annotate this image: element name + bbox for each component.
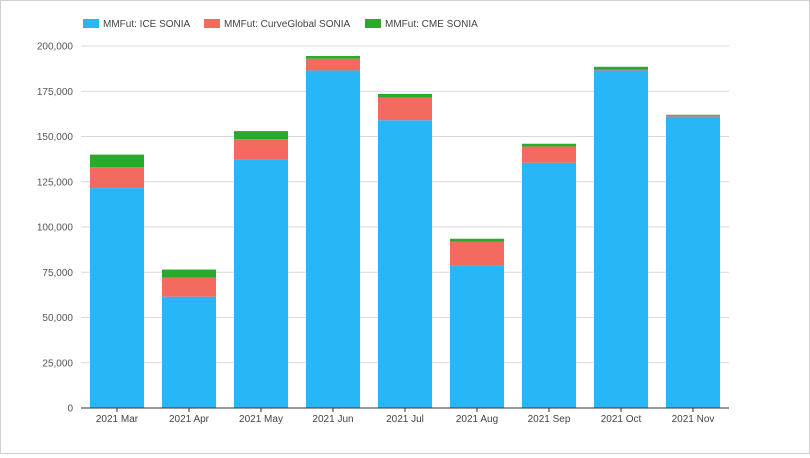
bar-segment-mmfut-ice-sonia-0[interactable] [90,188,144,408]
legend-item-2[interactable]: MMFut: CME SONIA [365,19,478,30]
legend-swatch [204,19,220,28]
bar-segment-mmfut-cme-sonia-3[interactable] [306,55,360,59]
bar-segment-mmfut-curveglobal-sonia-7[interactable] [594,69,648,71]
bar-segment-mmfut-ice-sonia-1[interactable] [162,296,216,408]
bar-segment-mmfut-cme-sonia-0[interactable] [90,154,144,168]
bar-segment-mmfut-curveglobal-sonia-4[interactable] [378,97,432,121]
bar-segment-mmfut-ice-sonia-5[interactable] [450,265,504,408]
bar-segment-mmfut-curveglobal-sonia-3[interactable] [306,58,360,71]
bar-segment-mmfut-cme-sonia-2[interactable] [234,131,288,140]
legend-item-1[interactable]: MMFut: CurveGlobal SONIA [204,19,350,30]
bar-segment-mmfut-ice-sonia-7[interactable] [594,70,648,408]
legend-item-0[interactable]: MMFut: ICE SONIA [83,19,191,30]
x-tick-label: 2021 Nov [672,414,715,425]
y-tick-label: 200,000 [37,42,74,53]
x-tick-label: 2021 May [239,414,283,425]
bar-segment-mmfut-ice-sonia-3[interactable] [306,70,360,408]
x-tick-label: 2021 Jul [386,414,424,425]
x-tick-label: 2021 Jun [312,414,353,425]
x-tick-label: 2021 Mar [96,414,139,425]
y-tick-label: 75,000 [42,268,73,279]
legend-label: MMFut: CurveGlobal SONIA [224,19,350,30]
legend-swatch [83,19,99,28]
bar-segment-mmfut-ice-sonia-4[interactable] [378,120,432,409]
x-tick-label: 2021 Sep [528,414,571,425]
bar-segment-mmfut-cme-sonia-4[interactable] [378,93,432,98]
bar-segment-mmfut-curveglobal-sonia-6[interactable] [522,146,576,163]
bar-segment-mmfut-ice-sonia-8[interactable] [666,116,720,408]
x-tick-label: 2021 Apr [169,414,210,425]
bar-segment-mmfut-curveglobal-sonia-0[interactable] [90,167,144,189]
bar-segment-mmfut-cme-sonia-1[interactable] [162,269,216,278]
y-tick-label: 50,000 [42,313,73,324]
legend-label: MMFut: CME SONIA [385,19,478,30]
y-tick-label: 125,000 [37,177,74,188]
x-axis: 2021 Mar 2021 Apr 2021 May 2021 Jun 2021 Jul… [81,407,729,425]
bar-segment-mmfut-curveglobal-sonia-5[interactable] [450,241,504,266]
y-axis: 0 25,000 50,000 75,000 100,000 125,000 150,000… [37,42,74,415]
bar-segment-mmfut-cme-sonia-6[interactable] [522,143,576,147]
x-tick-label: 2021 Aug [456,414,498,425]
bar-segment-mmfut-curveglobal-sonia-1[interactable] [162,277,216,297]
y-tick-label: 150,000 [37,132,74,143]
bar-segment-mmfut-ice-sonia-2[interactable] [234,159,288,408]
legend-swatch [365,19,381,28]
y-tick-label: 0 [67,404,73,415]
y-tick-label: 100,000 [37,223,74,234]
bar-segment-mmfut-cme-sonia-7[interactable] [594,66,648,70]
bar-segment-mmfut-curveglobal-sonia-2[interactable] [234,139,288,160]
bar-segment-mmfut-cme-sonia-8[interactable] [666,114,720,116]
bar-segment-mmfut-ice-sonia-6[interactable] [522,162,576,408]
y-tick-label: 25,000 [42,358,73,369]
x-tick-label: 2021 Oct [601,414,642,425]
bar-segment-mmfut-cme-sonia-5[interactable] [450,238,504,242]
y-tick-label: 175,000 [37,87,74,98]
legend: MMFut: ICE SONIA MMFut: CurveGlobal SONIA… [83,19,478,30]
bars [90,55,720,409]
bar-segment-mmfut-curveglobal-sonia-8[interactable] [666,115,720,117]
legend-label: MMFut: ICE SONIA [103,19,191,30]
